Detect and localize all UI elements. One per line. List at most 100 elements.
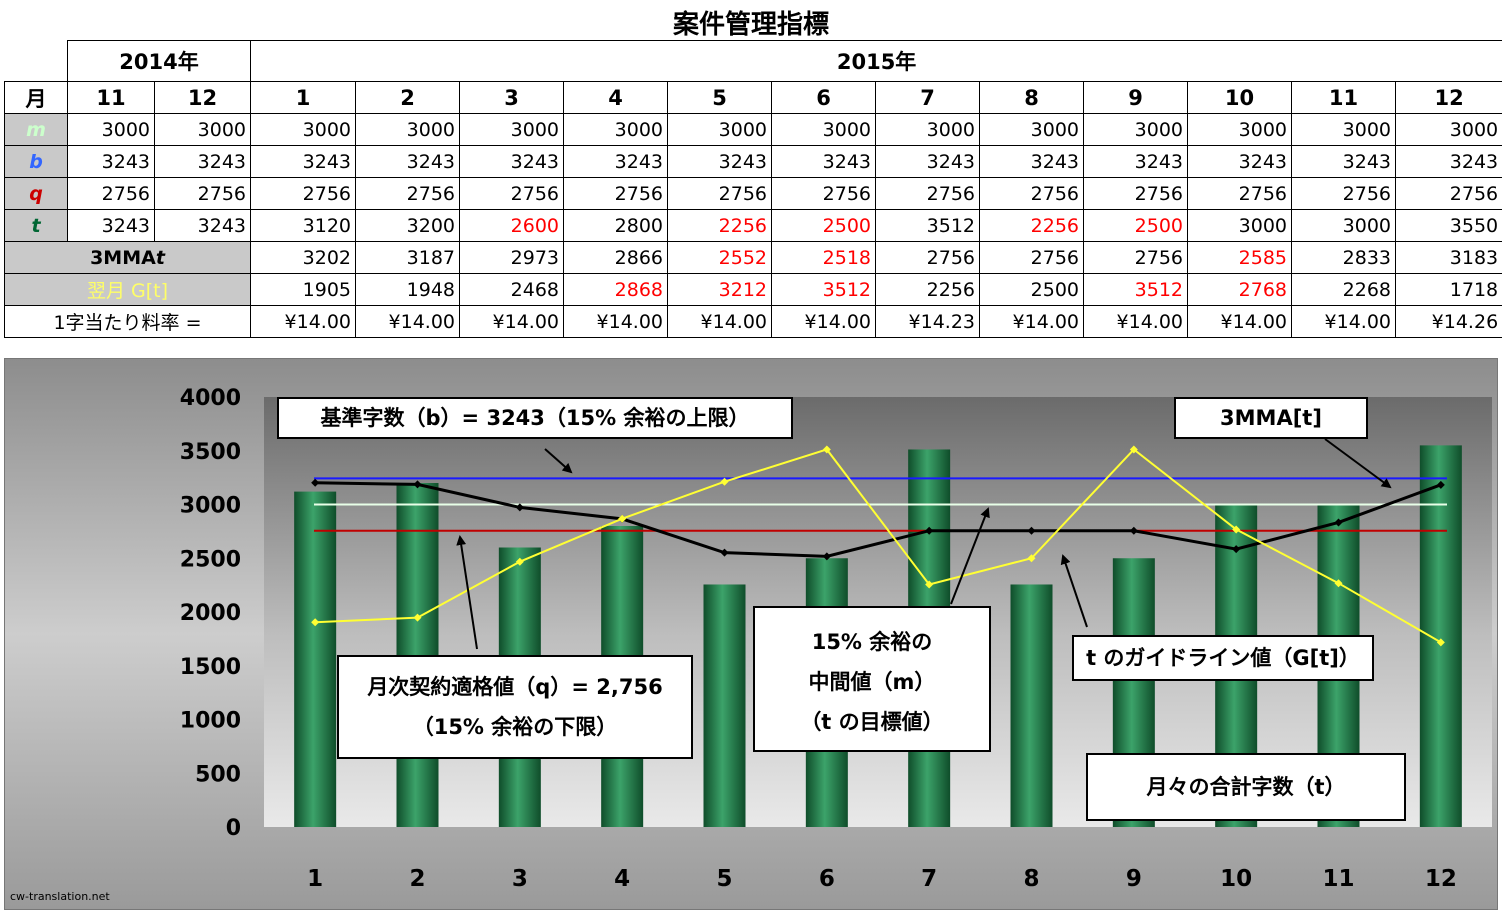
- g-cell: 2256: [875, 273, 981, 306]
- g-cell: 2768: [1187, 273, 1293, 306]
- rate-cell: ¥14.00: [1083, 305, 1189, 338]
- series-point: [720, 548, 729, 557]
- value-cell: 2756: [771, 177, 877, 210]
- value-cell: 3000: [250, 113, 357, 146]
- value-cell: 3000: [67, 113, 155, 146]
- value-cell: 3243: [1395, 145, 1502, 178]
- value-cell: 3243: [1291, 145, 1397, 178]
- series-point: [1232, 545, 1241, 554]
- value-cell: 3000: [667, 113, 773, 146]
- value-cell: 3243: [979, 145, 1085, 178]
- month-cell: 12: [153, 81, 252, 114]
- y-tick-label: 0: [226, 816, 241, 841]
- value-cell: 3243: [355, 145, 461, 178]
- value-cell: 2600: [459, 209, 565, 242]
- bar: [703, 584, 746, 827]
- y-tick-label: 3000: [180, 494, 241, 519]
- series-point: [1027, 554, 1036, 563]
- value-cell: 2800: [563, 209, 669, 242]
- row-rate: 1字当たり料率 = ¥14.00 ¥14.00 ¥14.00 ¥14.00 ¥14.00 ¥…: [3, 305, 1502, 338]
- y-tick-label: 3500: [180, 440, 241, 465]
- x-tick-label: 4: [614, 866, 630, 892]
- row-label-g: 翌月 G[t]: [3, 273, 252, 306]
- row-label-b: b: [4, 145, 68, 178]
- series-point: [311, 618, 320, 627]
- callout-q-line2: （15% 余裕の下限）: [412, 715, 618, 739]
- month-cell: 1: [250, 81, 357, 114]
- row-label-t: t: [4, 209, 68, 242]
- month-cell: 6: [771, 81, 877, 114]
- rate-cell: ¥14.00: [563, 305, 669, 338]
- g-cell: 1718: [1395, 273, 1502, 306]
- mma-cell: 2973: [459, 241, 565, 274]
- arrow-b: [544, 448, 573, 474]
- bar: [1419, 445, 1462, 827]
- month-cell: 5: [667, 81, 773, 114]
- month-cell: 11: [67, 81, 155, 114]
- value-cell: 3120: [250, 209, 357, 242]
- series-line: [315, 481, 1442, 558]
- row-g: 翌月 G[t] 1905 1948 2468 2868 3212 3512 2256 2500 3…: [3, 273, 1502, 306]
- value-cell: 3000: [1291, 209, 1397, 242]
- arrow-q: [456, 535, 478, 650]
- value-cell: 3243: [153, 145, 252, 178]
- callout-q: 月次契約適格値（q）= 2,756 （15% 余裕の下限）: [337, 655, 693, 759]
- value-cell: 3243: [67, 145, 155, 178]
- row-b: b 3243 3243 3243 3243 3243 3243 3243 3243 3243 324…: [4, 145, 1502, 178]
- rate-cell: ¥14.00: [1291, 305, 1397, 338]
- y-tick-label: 1500: [180, 655, 241, 680]
- bar: [1010, 584, 1053, 827]
- value-cell: 3243: [1187, 145, 1293, 178]
- series-point: [1334, 579, 1343, 588]
- value-cell: 2756: [459, 177, 565, 210]
- value-cell: 2756: [67, 177, 155, 210]
- empty-corner: [4, 40, 68, 82]
- rate-cell: ¥14.00: [250, 305, 357, 338]
- mma-label-var: t: [155, 246, 165, 269]
- x-tick-label: 6: [819, 866, 835, 892]
- value-cell: 2256: [979, 209, 1085, 242]
- bar: [294, 491, 337, 827]
- y-tick-label: 2500: [180, 547, 241, 572]
- arrow-m: [950, 507, 990, 605]
- mma-cell: 2552: [667, 241, 773, 274]
- x-tick-label: 3: [512, 866, 528, 892]
- month-cell: 11: [1291, 81, 1397, 114]
- month-label: 月: [4, 81, 68, 114]
- series-point: [1232, 525, 1241, 534]
- value-cell: 3512: [875, 209, 981, 242]
- series-point: [515, 503, 524, 512]
- row-label-m: m: [4, 113, 68, 146]
- rate-cell: ¥14.00: [459, 305, 565, 338]
- value-cell: 3000: [1187, 113, 1293, 146]
- value-cell: 3000: [459, 113, 565, 146]
- callout-m-line2: 中間値（m）: [808, 670, 936, 694]
- x-tick-label: 9: [1126, 866, 1142, 892]
- value-cell: 3000: [1291, 113, 1397, 146]
- value-cell: 2756: [1083, 177, 1189, 210]
- month-cell: 2: [355, 81, 461, 114]
- series-point: [822, 552, 831, 561]
- page-title: 案件管理指標: [672, 10, 829, 40]
- x-tick-label: 12: [1425, 866, 1457, 892]
- value-cell: 3243: [67, 209, 155, 242]
- series-line: [315, 448, 1442, 644]
- row-m: m 3000 3000 3000 3000 3000 3000 3000 3000 3000 300…: [4, 113, 1502, 146]
- mma-label-text: 3MMA: [90, 246, 156, 269]
- series-point: [413, 613, 422, 622]
- series-point: [925, 580, 934, 589]
- value-cell: 3000: [355, 113, 461, 146]
- series-point: [720, 477, 729, 486]
- row-3mma: 3MMAt 3202 3187 2973 2866 2552 2518 2756 2756 275…: [3, 241, 1502, 274]
- value-cell: 2756: [563, 177, 669, 210]
- month-header-row: 月 11 12 1 2 3 4 5 6 7 8 9 10 11 12: [4, 81, 1502, 114]
- value-cell: 3243: [563, 145, 669, 178]
- rate-cell: ¥14.00: [667, 305, 773, 338]
- series-point: [618, 514, 627, 523]
- series-point: [1129, 526, 1138, 535]
- x-tick-label: 1: [307, 866, 323, 892]
- month-cell: 9: [1083, 81, 1189, 114]
- x-tick-label: 10: [1220, 866, 1252, 892]
